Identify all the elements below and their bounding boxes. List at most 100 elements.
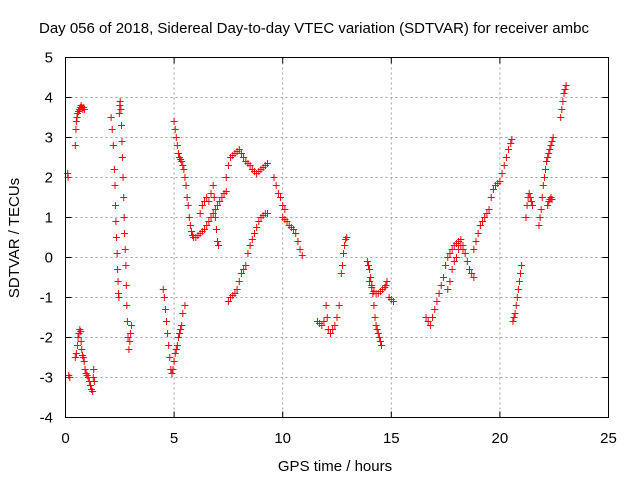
data-point <box>205 198 213 205</box>
data-point <box>263 160 271 167</box>
data-point <box>162 318 170 325</box>
series-seg25 <box>544 194 556 209</box>
data-point <box>205 218 213 225</box>
axis-ticks <box>65 57 609 418</box>
series-seg17 <box>366 278 391 297</box>
data-point <box>343 234 351 241</box>
data-point <box>318 322 326 329</box>
data-point <box>218 194 226 201</box>
data-point <box>496 178 504 185</box>
data-point <box>233 286 241 293</box>
data-point <box>481 214 489 221</box>
data-point <box>71 142 79 149</box>
y-tick-label: -4 <box>40 410 53 427</box>
data-point <box>476 222 484 229</box>
data-point <box>536 214 544 221</box>
data-point <box>184 202 192 209</box>
y-tick-label: 1 <box>45 210 53 227</box>
y-tick-label: -1 <box>40 290 53 307</box>
data-point <box>73 342 81 349</box>
x-tick-label: 15 <box>383 430 400 447</box>
chart-title: Day 056 of 2018, Sidereal Day-to-day VTE… <box>39 20 589 37</box>
data-point <box>122 282 130 289</box>
series-seg14 <box>313 302 343 337</box>
data-point <box>283 218 291 225</box>
data-point <box>171 126 179 133</box>
data-point <box>548 138 556 145</box>
data-point <box>296 246 304 253</box>
y-tick-label: -2 <box>40 330 53 347</box>
data-point <box>123 318 131 325</box>
data-point <box>375 334 383 341</box>
data-point <box>277 194 285 201</box>
data-point <box>559 98 567 105</box>
data-point <box>159 286 167 293</box>
data-point <box>207 190 215 197</box>
data-point <box>86 382 94 389</box>
data-point <box>240 266 248 273</box>
data-point <box>281 206 289 213</box>
data-point <box>373 326 381 333</box>
data-point <box>526 194 534 201</box>
data-point <box>178 322 186 329</box>
x-tick-label: 0 <box>61 430 69 447</box>
data-point <box>186 222 194 229</box>
data-point <box>77 338 85 345</box>
data-point <box>433 298 441 305</box>
data-point <box>179 310 187 317</box>
data-point <box>118 154 126 161</box>
data-point <box>81 106 89 113</box>
data-point <box>542 166 550 173</box>
data-point <box>522 214 530 221</box>
data-point <box>389 298 397 305</box>
data-point <box>125 346 133 353</box>
series-seg18 <box>385 294 397 305</box>
data-point <box>211 206 219 213</box>
data-point <box>298 252 306 259</box>
data-point <box>198 202 206 209</box>
data-point <box>177 326 185 333</box>
data-point <box>505 146 513 153</box>
data-point <box>110 166 118 173</box>
data-point <box>113 234 121 241</box>
data-point <box>444 286 452 293</box>
data-point <box>235 146 243 153</box>
data-point <box>537 206 545 213</box>
data-point <box>72 118 80 125</box>
data-point <box>183 194 191 201</box>
data-point <box>368 284 376 291</box>
data-point <box>112 218 120 225</box>
data-point <box>170 118 178 125</box>
plot-frame <box>65 57 609 418</box>
data-point <box>224 298 232 305</box>
data-point <box>498 170 506 177</box>
data-point <box>540 174 548 181</box>
data-point <box>557 114 565 121</box>
series-seg24 <box>535 134 557 229</box>
y-tick-label: 4 <box>45 90 53 107</box>
data-point <box>437 282 445 289</box>
data-point <box>511 310 519 317</box>
data-point <box>442 262 450 269</box>
data-point <box>378 342 386 349</box>
data-point <box>508 136 516 143</box>
data-point <box>116 98 124 105</box>
data-point <box>450 258 458 265</box>
data-point <box>201 226 209 233</box>
data-point <box>461 250 469 257</box>
data-point <box>338 262 346 269</box>
y-tick-label: -3 <box>40 370 53 387</box>
x-tick-labels: 0 5 10 15 20 25 <box>61 430 617 447</box>
data-point <box>214 238 222 245</box>
data-point <box>89 388 97 395</box>
data-point <box>507 140 515 147</box>
data-point <box>326 330 334 337</box>
data-point <box>118 138 126 145</box>
data-point <box>250 230 258 237</box>
series-seg2 <box>65 372 74 381</box>
data-point <box>115 294 123 301</box>
data-point <box>113 250 121 257</box>
data-point <box>474 230 482 237</box>
data-point <box>253 224 261 231</box>
data-point <box>290 226 298 233</box>
